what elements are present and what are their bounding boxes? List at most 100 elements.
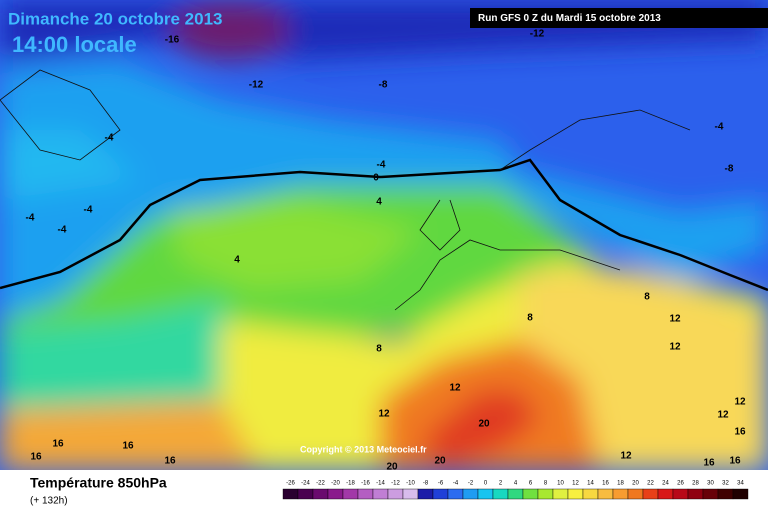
map-date: Dimanche 20 octobre 2013 [8, 9, 222, 28]
map [0, 0, 768, 470]
scale-label: -2 [468, 481, 474, 487]
contour-label: -4 [105, 133, 114, 144]
scale-label: 32 [722, 481, 729, 487]
contour-label: 12 [717, 410, 729, 421]
scale-swatch [657, 488, 674, 500]
scale-label: 12 [572, 481, 579, 487]
scale-swatch [372, 488, 389, 500]
zero-contour [0, 158, 768, 292]
contour-label: 16 [122, 441, 134, 452]
scale-swatch [552, 488, 569, 500]
contour-label: 12 [620, 451, 632, 462]
contour-label: -4 [26, 213, 35, 224]
scale-swatch [597, 488, 614, 500]
contour-label: 16 [164, 456, 176, 467]
scale-label: -24 [301, 481, 310, 487]
contour-label: 16 [729, 456, 741, 467]
scale-label: -4 [453, 481, 459, 487]
contour-label: 0 [373, 173, 379, 184]
scale-label: -22 [316, 481, 325, 487]
scale-swatch [402, 488, 419, 500]
contour-label: 16 [703, 458, 715, 469]
contour-label: -8 [379, 80, 388, 91]
scale-label: 26 [677, 481, 684, 487]
scale-swatch [492, 488, 509, 500]
contour-label: 12 [734, 397, 746, 408]
contour-labels: -16 -12 -8 -12 -8 -4 -4 -4 -4 -4 -4 0 4 4 8 8 8 12 12 12 12 1… [26, 29, 746, 473]
contour-label: 20 [478, 419, 490, 430]
contour-label: -4 [715, 122, 724, 133]
scale-swatch [357, 488, 374, 500]
contour-label: 12 [669, 314, 681, 325]
footer-lead: (+ 132h) [30, 496, 68, 507]
scale-swatch [522, 488, 539, 500]
scale-label: 20 [632, 481, 639, 487]
contour-label: 8 [527, 313, 533, 324]
contour-label: 16 [734, 427, 746, 438]
scale-label: 16 [602, 481, 609, 487]
scale-swatch [702, 488, 719, 500]
scale-swatch [732, 488, 749, 500]
scale-label: 30 [707, 481, 714, 487]
coastlines [0, 69, 691, 311]
contour-label: -4 [84, 205, 93, 216]
contour-label: 8 [376, 344, 382, 355]
contour-label: 16 [30, 452, 42, 463]
color-scale: -26 -24 -22 -20 -18 -16 -14 -12 -10 -8 -6 -4 -2 0 2 4 6 8… [282, 481, 749, 500]
scale-label: -26 [286, 481, 295, 487]
map-time: 14:00 locale [12, 32, 137, 57]
contour-label: 12 [669, 342, 681, 353]
scale-swatch [312, 488, 329, 500]
scale-swatch [327, 488, 344, 500]
scale-label: 4 [514, 481, 518, 487]
scale-label: -16 [361, 481, 370, 487]
scale-swatch [687, 488, 704, 500]
scale-label: -20 [331, 481, 340, 487]
scale-label: -10 [406, 481, 415, 487]
scale-swatch [582, 488, 599, 500]
scale-label: 2 [499, 481, 503, 487]
copyright: Copyright © 2013 Meteociel.fr [300, 444, 427, 454]
scale-label: 28 [692, 481, 699, 487]
contour-label: 12 [449, 383, 461, 394]
scale-swatch [462, 488, 479, 500]
scale-label: 8 [544, 481, 548, 487]
scale-label: 34 [737, 481, 744, 487]
scale-swatch [612, 488, 629, 500]
contour-label: -4 [58, 225, 67, 236]
scale-label: -6 [438, 481, 444, 487]
scale-swatch [447, 488, 464, 500]
contour-label: 4 [234, 255, 240, 266]
scale-label: -18 [346, 481, 355, 487]
scale-swatch [387, 488, 404, 500]
contour-label: 8 [644, 292, 650, 303]
contour-label: -4 [377, 160, 386, 171]
scale-swatch [627, 488, 644, 500]
scale-label: 14 [587, 481, 594, 487]
run-info: Run GFS 0 Z du Mardi 15 octobre 2013 [478, 13, 661, 24]
temperature-field [0, 0, 768, 470]
footer-title: Température 850hPa [30, 475, 167, 491]
scale-swatch [642, 488, 659, 500]
contour-label: 20 [386, 462, 398, 473]
scale-swatch [537, 488, 554, 500]
scale-swatch [567, 488, 584, 500]
scale-label: 10 [557, 481, 564, 487]
scale-swatch [297, 488, 314, 500]
contour-label: -8 [725, 164, 734, 175]
scale-label: 6 [529, 481, 533, 487]
scale-label: 24 [662, 481, 669, 487]
scale-swatch [282, 488, 299, 500]
contour-label: 12 [378, 409, 390, 420]
scale-swatch [717, 488, 734, 500]
scale-label: -8 [423, 481, 429, 487]
scale-swatch [342, 488, 359, 500]
scale-label: -12 [391, 481, 400, 487]
contour-label: 16 [52, 439, 64, 450]
scale-label: 22 [647, 481, 654, 487]
scale-swatch [417, 488, 434, 500]
contour-label: 20 [434, 456, 446, 467]
contour-label: -16 [165, 35, 180, 46]
scale-swatch [432, 488, 449, 500]
